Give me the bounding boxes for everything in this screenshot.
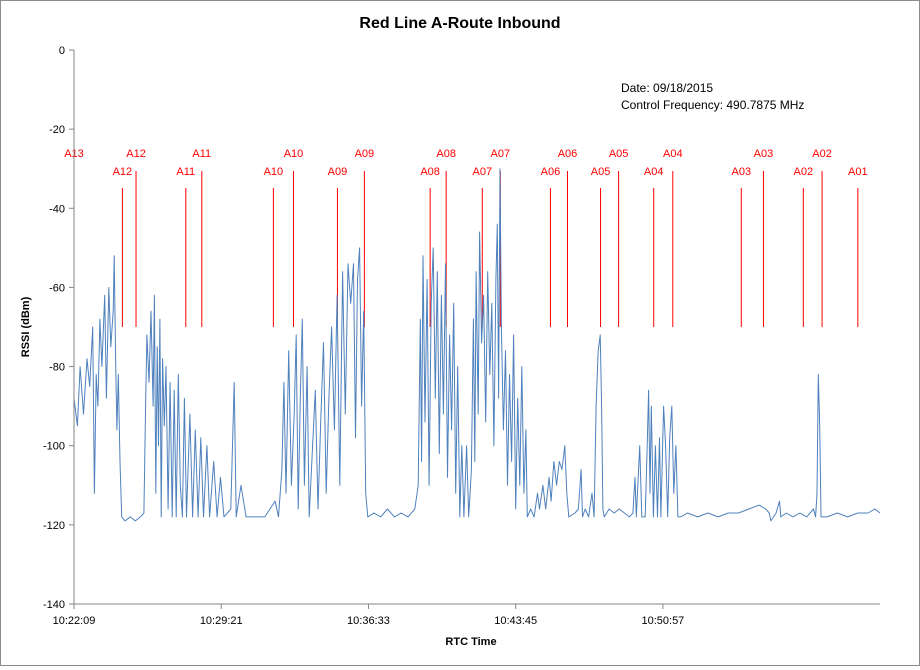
station-marker-label: A02 bbox=[794, 166, 814, 178]
station-marker-label: A06 bbox=[558, 148, 578, 160]
station-marker-label: A01 bbox=[848, 166, 868, 178]
station-marker-label: A03 bbox=[754, 148, 774, 160]
x-axis-ticks: 10:22:09 10:29:21 10:36:33 10:43:45 10:50:57 bbox=[53, 604, 684, 627]
chart-title: Red Line A-Route Inbound bbox=[359, 15, 560, 32]
station-marker-label: A10 bbox=[284, 148, 304, 160]
station-marker-label: A02 bbox=[812, 148, 832, 160]
plot-area: A13A12A12A11A11A10A10A09A09A08A08A07A07A… bbox=[43, 45, 881, 627]
y-axis-ticks: 0 -20 -40 -60 -80 -100 -120 -140 bbox=[43, 45, 74, 611]
station-marker-label: A09 bbox=[355, 148, 375, 160]
station-marker-label: A03 bbox=[732, 166, 752, 178]
frequency-annotation: Control Frequency: 490.7875 MHz bbox=[621, 98, 804, 112]
x-tick-label: 10:43:45 bbox=[494, 615, 537, 627]
y-tick-label: -120 bbox=[43, 520, 65, 532]
station-marker-label: A05 bbox=[609, 148, 629, 160]
station-marker-label: A06 bbox=[541, 166, 561, 178]
station-marker-label: A08 bbox=[420, 166, 440, 178]
y-tick-label: -40 bbox=[49, 203, 65, 215]
y-tick-label: -80 bbox=[49, 362, 65, 374]
y-tick-label: -140 bbox=[43, 599, 65, 611]
x-tick-label: 10:29:21 bbox=[200, 615, 243, 627]
x-tick-label: 10:22:09 bbox=[53, 615, 96, 627]
y-tick-label: 0 bbox=[59, 45, 65, 57]
station-marker-label: A07 bbox=[491, 148, 511, 160]
y-axis-title: RSSI (dBm) bbox=[20, 296, 32, 357]
x-axis-title: RTC Time bbox=[445, 636, 496, 648]
station-markers: A13A12A12A11A11A10A10A09A09A08A08A07A07A… bbox=[64, 148, 868, 327]
station-marker-label: A11 bbox=[192, 148, 211, 160]
x-tick-label: 10:36:33 bbox=[347, 615, 390, 627]
station-marker-label: A12 bbox=[126, 148, 146, 160]
station-marker-label: A11 bbox=[176, 166, 195, 178]
rssi-series-line bbox=[73, 168, 881, 522]
station-marker-label: A07 bbox=[472, 166, 492, 178]
station-marker-label: A04 bbox=[663, 148, 683, 160]
station-marker-label: A09 bbox=[328, 166, 348, 178]
station-marker-label: A05 bbox=[591, 166, 611, 178]
station-marker-label: A12 bbox=[113, 166, 133, 178]
y-tick-label: -20 bbox=[49, 124, 65, 136]
station-marker-label: A04 bbox=[644, 166, 664, 178]
y-tick-label: -60 bbox=[49, 282, 65, 294]
station-marker-label: A10 bbox=[264, 166, 284, 178]
station-marker-label: A08 bbox=[436, 148, 456, 160]
x-tick-label: 10:50:57 bbox=[641, 615, 684, 627]
date-annotation: Date: 09/18/2015 bbox=[621, 81, 713, 95]
y-tick-label: -100 bbox=[43, 441, 65, 453]
